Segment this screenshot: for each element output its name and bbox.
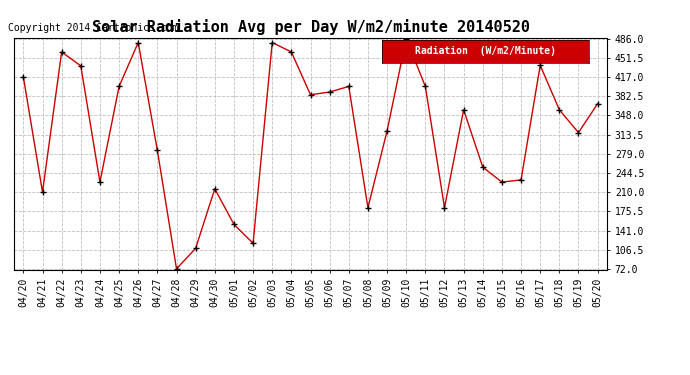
Title: Solar Radiation Avg per Day W/m2/minute 20140520: Solar Radiation Avg per Day W/m2/minute … <box>92 19 529 35</box>
Text: Copyright 2014 Cartronics.com: Copyright 2014 Cartronics.com <box>8 23 178 33</box>
